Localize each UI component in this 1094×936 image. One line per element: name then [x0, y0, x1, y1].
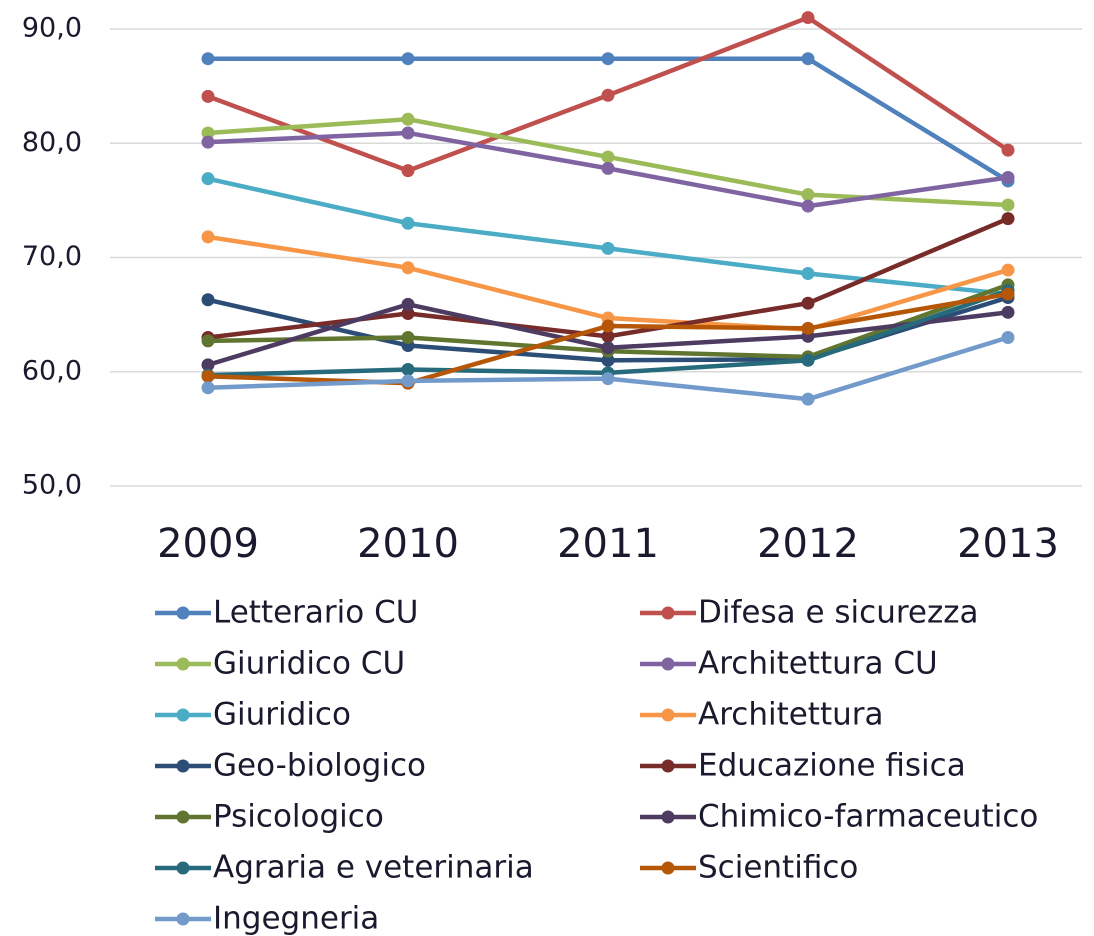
- y-tick-label: 60,0: [22, 355, 82, 386]
- legend-marker: [176, 861, 190, 875]
- legend-label: Psicologico: [213, 799, 384, 835]
- legend-label: Letterario CU: [213, 595, 418, 631]
- data-point: [401, 374, 415, 388]
- data-point: [801, 11, 815, 25]
- data-point: [401, 330, 415, 344]
- legend-label: Giuridico CU: [213, 646, 405, 682]
- legend-label: Giuridico: [213, 697, 351, 733]
- legend-label: Geo-biologico: [213, 748, 426, 784]
- data-point: [801, 266, 815, 280]
- data-point: [401, 306, 415, 320]
- data-point: [601, 372, 615, 386]
- data-point: [801, 188, 815, 202]
- data-point: [801, 392, 815, 406]
- x-tick-label: 2012: [757, 521, 859, 567]
- data-point: [1001, 330, 1015, 344]
- legend-label: Architettura: [698, 697, 884, 733]
- legend-marker: [661, 759, 675, 773]
- data-point: [401, 164, 415, 178]
- x-tick-label: 2011: [557, 521, 659, 567]
- data-point: [801, 353, 815, 367]
- data-point: [1001, 171, 1015, 185]
- legend-label: Scientifico: [698, 850, 858, 886]
- x-tick-label: 2009: [157, 521, 259, 567]
- data-point: [401, 261, 415, 275]
- x-tick-label: 2010: [357, 521, 459, 567]
- data-point: [201, 293, 215, 307]
- data-point: [1001, 212, 1015, 226]
- data-point: [601, 150, 615, 164]
- legend-marker: [661, 606, 675, 620]
- legend-label: Agraria e veterinaria: [213, 850, 534, 886]
- data-point: [201, 230, 215, 244]
- legend-marker: [661, 861, 675, 875]
- data-point: [801, 321, 815, 335]
- data-point: [801, 199, 815, 213]
- data-point: [1001, 305, 1015, 319]
- data-point: [201, 381, 215, 395]
- legend-marker: [661, 657, 675, 671]
- series: [201, 172, 1015, 301]
- data-point: [201, 334, 215, 348]
- legend-marker: [176, 708, 190, 722]
- data-point: [1001, 198, 1015, 212]
- legend-marker: [176, 606, 190, 620]
- legend-label: Chimico-farmaceutico: [698, 799, 1038, 835]
- y-tick-label: 50,0: [22, 470, 82, 501]
- series: [201, 126, 1015, 213]
- legend-marker: [176, 759, 190, 773]
- series: [201, 11, 1015, 178]
- data-point: [201, 369, 215, 383]
- data-point: [1001, 287, 1015, 301]
- legend-marker: [661, 810, 675, 824]
- data-point: [201, 172, 215, 186]
- data-point: [801, 296, 815, 310]
- data-point: [801, 52, 815, 66]
- data-point: [601, 341, 615, 355]
- y-tick-label: 80,0: [22, 127, 82, 158]
- data-point: [201, 126, 215, 140]
- legend-label: Educazione fisica: [698, 748, 966, 784]
- legend-marker: [176, 810, 190, 824]
- data-point: [1001, 263, 1015, 277]
- data-point: [601, 329, 615, 343]
- data-point: [601, 161, 615, 175]
- y-tick-label: 90,0: [22, 13, 82, 44]
- data-point: [401, 52, 415, 66]
- data-point: [1001, 143, 1015, 157]
- data-point: [601, 319, 615, 333]
- data-point: [601, 241, 615, 255]
- legend-label: Architettura CU: [698, 646, 938, 682]
- data-point: [401, 126, 415, 140]
- data-point: [201, 135, 215, 149]
- data-point: [401, 112, 415, 126]
- series: [201, 330, 1015, 406]
- data-point: [201, 358, 215, 372]
- legend-marker: [661, 708, 675, 722]
- data-point: [401, 216, 415, 230]
- legend-marker: [176, 912, 190, 926]
- data-point: [201, 52, 215, 66]
- data-point: [601, 52, 615, 66]
- x-tick-label: 2013: [957, 521, 1059, 567]
- data-point: [601, 88, 615, 102]
- legend-label: Ingegneria: [213, 901, 379, 936]
- data-point: [401, 362, 415, 376]
- legend-marker: [176, 657, 190, 671]
- data-point: [601, 353, 615, 367]
- data-point: [201, 89, 215, 103]
- legend-label: Difesa e sicurezza: [698, 595, 979, 631]
- y-tick-label: 70,0: [22, 241, 82, 272]
- data-point: [401, 297, 415, 311]
